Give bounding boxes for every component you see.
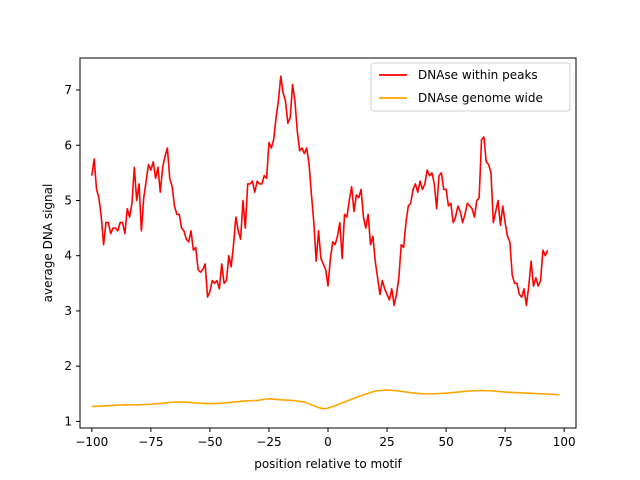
legend: DNAse within peaks DNAse genome wide bbox=[370, 62, 571, 112]
series-line-within-peaks bbox=[91, 75, 549, 307]
x-axis-ticks: −100 −75 −50 −25 0 25 50 75 100 bbox=[75, 428, 576, 449]
y-tick-label: 5 bbox=[64, 193, 72, 207]
x-tick-label: −75 bbox=[138, 435, 163, 449]
legend-box bbox=[370, 62, 571, 112]
x-tick-label: 50 bbox=[438, 435, 453, 449]
legend-label-genome-wide: DNAse genome wide bbox=[418, 91, 543, 105]
y-axis-label: average DNA signal bbox=[41, 184, 55, 303]
legend-label-within-peaks: DNAse within peaks bbox=[418, 68, 538, 82]
x-tick-label: −50 bbox=[197, 435, 222, 449]
y-tick-label: 1 bbox=[64, 414, 72, 428]
y-tick-label: 2 bbox=[64, 359, 72, 373]
x-tick-label: 25 bbox=[379, 435, 394, 449]
y-tick-label: 4 bbox=[64, 249, 72, 263]
y-tick-label: 3 bbox=[64, 304, 72, 318]
x-tick-label: 100 bbox=[553, 435, 576, 449]
series-layer bbox=[91, 75, 560, 410]
y-tick-label: 6 bbox=[64, 138, 72, 152]
x-tick-label: −100 bbox=[75, 435, 108, 449]
x-tick-label: −25 bbox=[256, 435, 281, 449]
x-tick-label: 0 bbox=[324, 435, 332, 449]
x-tick-label: 75 bbox=[498, 435, 513, 449]
y-axis-ticks: 1 2 3 4 5 6 7 bbox=[64, 83, 80, 428]
series-line-genome-wide bbox=[91, 389, 560, 410]
x-axis-label: position relative to motif bbox=[254, 457, 402, 471]
y-tick-label: 7 bbox=[64, 83, 72, 97]
